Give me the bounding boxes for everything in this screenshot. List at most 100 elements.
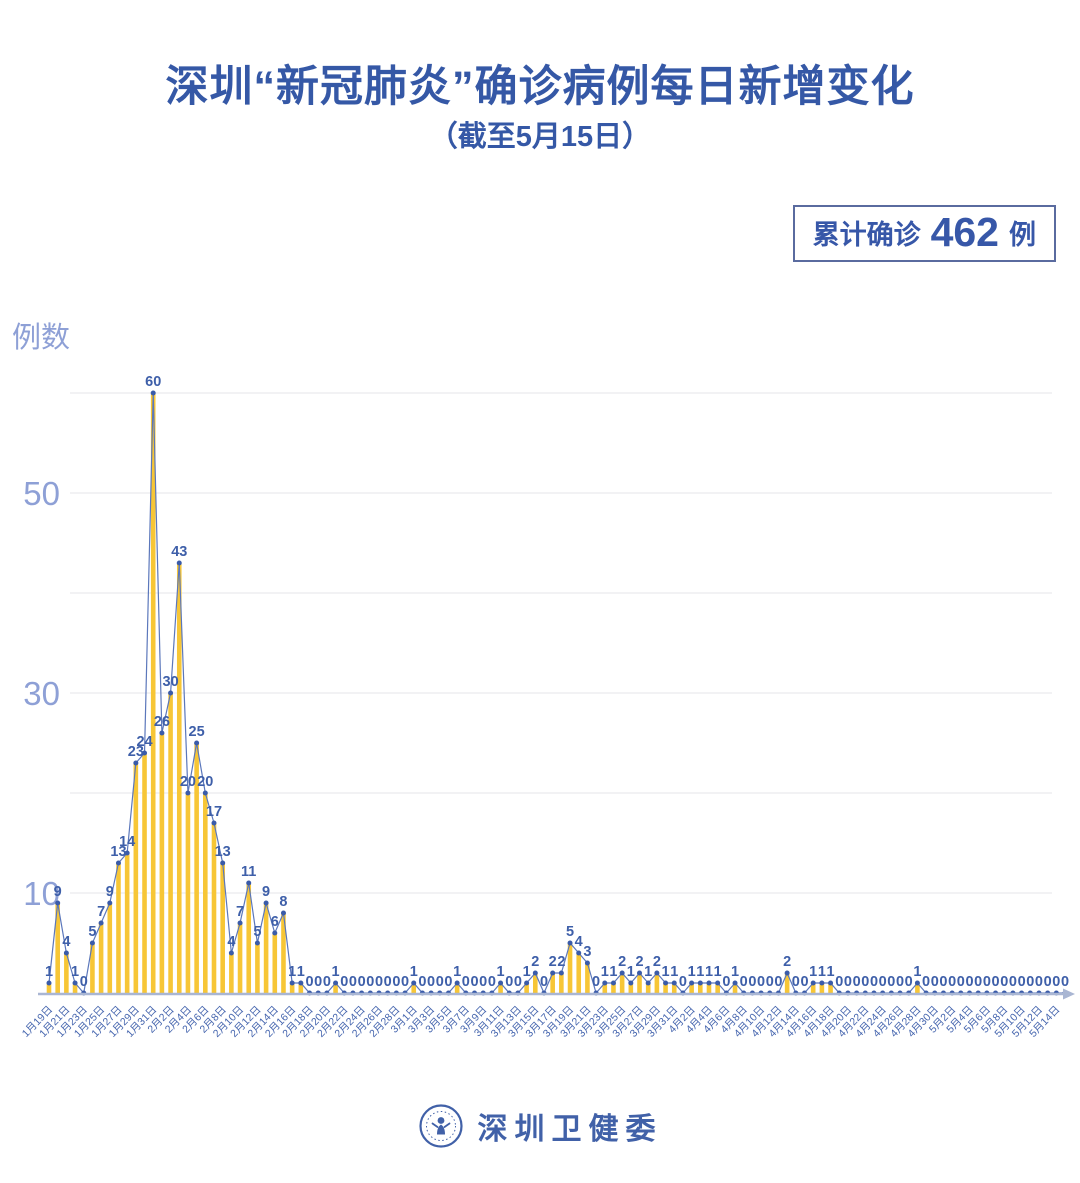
- daily-bar: [706, 983, 712, 993]
- data-point-label: 1: [332, 964, 340, 980]
- footer-org-name: 深圳卫健委: [477, 1113, 663, 1146]
- data-point: [914, 980, 920, 986]
- data-point-label: 1: [71, 964, 79, 980]
- data-point-label: 0: [983, 974, 991, 990]
- data-point: [272, 930, 278, 936]
- data-point-label: 0: [800, 974, 808, 990]
- data-point: [133, 760, 139, 766]
- daily-bar: [220, 863, 225, 993]
- data-point-label: 5: [566, 924, 574, 940]
- data-point-label: 26: [154, 714, 170, 730]
- data-point: [411, 980, 417, 986]
- data-point: [89, 940, 95, 946]
- data-point-label: 0: [792, 974, 800, 990]
- data-point-label: 0: [774, 974, 782, 990]
- data-point-label: 0: [479, 974, 487, 990]
- data-point-label: 6: [271, 914, 279, 930]
- data-point-label: 0: [835, 974, 843, 990]
- data-point: [610, 980, 616, 986]
- daily-bar: [150, 393, 156, 993]
- data-point-label: 0: [974, 974, 982, 990]
- data-point-label: 1: [627, 964, 635, 980]
- data-point-label: 30: [163, 674, 179, 690]
- daily-bar: [567, 943, 573, 993]
- daily-bar: [828, 983, 833, 993]
- data-point: [72, 980, 78, 986]
- data-point-label: 2: [557, 954, 565, 970]
- data-point: [228, 950, 234, 956]
- data-point: [124, 850, 130, 856]
- data-point-label: 1: [523, 964, 531, 980]
- data-point: [654, 970, 660, 976]
- data-point: [576, 950, 582, 956]
- data-point-label: 0: [462, 974, 470, 990]
- data-point-label: 0: [436, 974, 444, 990]
- data-point: [176, 560, 182, 566]
- data-point: [289, 980, 295, 986]
- data-point-label: 11: [241, 864, 256, 880]
- data-point-label: 0: [392, 974, 400, 990]
- data-point-label: 0: [358, 974, 366, 990]
- daily-bar: [46, 983, 52, 993]
- data-point-label: 1: [714, 964, 722, 980]
- data-point-label: 1: [453, 964, 461, 980]
- daily-bar: [55, 903, 60, 993]
- daily-bar: [628, 983, 634, 993]
- data-point-label: 0: [384, 974, 392, 990]
- data-point-label: 9: [106, 884, 114, 900]
- daily-bar: [654, 973, 660, 993]
- data-point-label: 0: [505, 974, 513, 990]
- data-point-label: 0: [80, 974, 88, 990]
- data-point-label: 0: [314, 974, 322, 990]
- data-point-label: 7: [97, 904, 105, 920]
- data-point: [185, 790, 191, 796]
- data-point: [602, 980, 608, 986]
- y-tick-label: 30: [23, 675, 60, 712]
- data-point-label: 1: [818, 964, 826, 980]
- data-point: [142, 750, 148, 756]
- data-point-label: 2: [635, 954, 643, 970]
- data-point-label: 0: [722, 974, 730, 990]
- daily-bar: [784, 973, 790, 993]
- daily-bar: [637, 973, 642, 993]
- data-point: [784, 970, 790, 976]
- data-point: [715, 980, 721, 986]
- data-point-label: 0: [887, 974, 895, 990]
- data-point-label: 4: [227, 934, 235, 950]
- daily-bar: [602, 983, 608, 993]
- data-point-label: 0: [905, 974, 913, 990]
- daily-bar: [263, 903, 269, 993]
- data-point-label: 5: [88, 924, 96, 940]
- data-point-label: 2: [618, 954, 626, 970]
- badge-label: 累计确诊: [812, 220, 921, 250]
- data-point-label: 20: [197, 774, 213, 790]
- data-point: [454, 980, 460, 986]
- daily-bar: [142, 753, 147, 993]
- data-point-label: 0: [375, 974, 383, 990]
- data-point-label: 0: [1044, 974, 1052, 990]
- data-point: [697, 980, 703, 986]
- daily-bar: [116, 863, 121, 993]
- x-axis-arrow-icon: [1063, 988, 1075, 1000]
- shenzhen-health-commission-logo-icon: [418, 1104, 463, 1148]
- data-point: [637, 970, 643, 976]
- daily-bar: [645, 983, 651, 993]
- data-point-label: 0: [1000, 974, 1008, 990]
- data-point: [819, 980, 825, 986]
- data-point-label: 0: [1052, 974, 1060, 990]
- data-point-label: 43: [171, 544, 187, 560]
- daily-bar: [333, 983, 338, 993]
- data-point: [55, 900, 61, 906]
- data-point-label: 0: [748, 974, 756, 990]
- data-point: [524, 980, 530, 986]
- data-point-label: 0: [992, 974, 1000, 990]
- y-tick-label: 50: [23, 475, 60, 512]
- data-point-label: 0: [1026, 974, 1034, 990]
- data-point: [532, 970, 538, 976]
- data-point-label: 1: [297, 964, 305, 980]
- data-point: [98, 920, 104, 926]
- data-point: [107, 900, 113, 906]
- data-point-label: 20: [180, 774, 196, 790]
- daily-bar: [229, 953, 234, 993]
